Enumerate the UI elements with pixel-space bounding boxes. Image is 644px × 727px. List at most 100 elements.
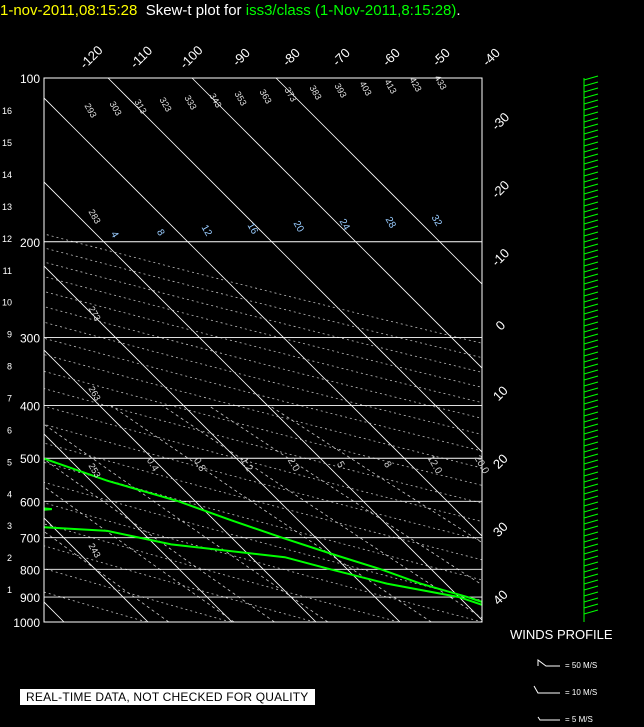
winds-profile-title: WINDS PROFILE [510, 627, 613, 642]
dry-adiabat-line [44, 233, 482, 344]
temp-tick-top: -120 [77, 43, 106, 72]
wind-barb [583, 111, 599, 117]
dry-adiabat-line [44, 568, 231, 622]
temp-tick-right: 40 [490, 587, 511, 608]
theta-label: 433 [433, 73, 449, 91]
temp-tick-right: -10 [488, 245, 512, 269]
mixing-ratio-line [44, 530, 170, 622]
dry-adiabat-line [44, 545, 315, 622]
wind-barb [583, 483, 599, 489]
wind-barb [583, 231, 599, 237]
wind-barb [583, 387, 599, 393]
wind-legend-glyph-50 [537, 659, 560, 667]
pressure-tick-label: 900 [20, 591, 40, 605]
wind-barb [583, 549, 599, 555]
title-prefix: Skew-t plot for [145, 2, 242, 19]
isotherm-line [44, 433, 233, 622]
quality-note: REAL-TIME DATA, NOT CHECKED FOR QUALITY [20, 689, 315, 705]
wind-barb [583, 423, 599, 429]
isotherm-line [44, 517, 149, 622]
wind-barb [583, 267, 599, 273]
wind-barb [583, 303, 599, 309]
wind-barb [583, 597, 599, 603]
dewpoint-line [44, 507, 482, 606]
pressure-tick-label: 1000 [13, 616, 40, 630]
wind-barb [583, 279, 599, 285]
wind-barb [583, 399, 599, 405]
wind-barb [583, 291, 599, 297]
wind-barb [583, 219, 599, 225]
wind-barb [583, 249, 599, 255]
wind-barb [583, 99, 599, 105]
temp-tick-top: -80 [279, 45, 303, 69]
temp-tick-top: -100 [177, 43, 206, 72]
isotherm-line [44, 265, 401, 622]
wind-legend-50: = 50 M/S [565, 661, 598, 670]
height-tick-label: 10 [2, 298, 12, 308]
dry-adiabat-line [44, 442, 482, 561]
mixing-ratio-line [208, 405, 482, 586]
wind-barb [583, 123, 599, 129]
wind-barb [583, 81, 599, 87]
title-station: iss3/class (1-Nov-2011,8:15:28) [245, 2, 457, 19]
wind-barb [583, 465, 599, 471]
wind-barb [583, 537, 599, 543]
wind-barb [583, 75, 599, 81]
temp-tick-top: -90 [229, 45, 253, 69]
temp-tick-right: 0 [492, 317, 508, 333]
temp-tick-right: -20 [488, 177, 512, 201]
wind-barb [583, 105, 599, 111]
temp-tick-top: -110 [127, 43, 155, 71]
isotherm-line [44, 349, 317, 622]
pressure-tick-label: 600 [20, 495, 40, 509]
wind-barb [583, 183, 599, 189]
wind-barb [583, 189, 599, 195]
mixing-ratio-label: 16 [245, 221, 260, 237]
wind-barb [583, 225, 599, 231]
wind-barb [583, 129, 599, 135]
wind-barb [583, 87, 599, 93]
wind-barb [583, 489, 599, 495]
height-tick-label: 1 [7, 585, 12, 595]
wind-barb [583, 585, 599, 591]
wind-barb [583, 93, 599, 99]
wind-barb [583, 159, 599, 165]
height-tick-label: 11 [3, 266, 12, 276]
mixing-ratio-line [44, 423, 329, 622]
wind-barb [583, 207, 599, 213]
wind-legend-10: = 10 M/S [565, 688, 598, 697]
theta-label: 383 [308, 83, 324, 101]
pressure-tick-label: 300 [20, 332, 40, 346]
wind-barb [583, 321, 599, 327]
wind-barb [583, 309, 599, 315]
dry-adiabat-line [44, 276, 482, 388]
theta-label: 323 [158, 95, 174, 113]
height-tick-label: 6 [7, 425, 12, 435]
temp-tick-right: 20 [490, 451, 511, 472]
temp-tick-top: -40 [479, 45, 503, 69]
wind-barb [583, 435, 599, 441]
wind-barb [583, 405, 599, 411]
wind-barb [583, 543, 599, 549]
dry-adiabat-line [44, 523, 399, 622]
mixing-ratio-label: 4 [108, 230, 121, 241]
wind-legend-5: = 5 M/S [565, 715, 593, 724]
theta-label: 373 [283, 85, 299, 103]
wind-barb [583, 135, 599, 141]
theta-label: 293 [83, 101, 99, 119]
theta-label: 393 [333, 81, 349, 99]
wind-barb [583, 471, 599, 477]
dry-adiabat-line [44, 423, 482, 541]
title-suffix: . [456, 2, 461, 19]
wind-barb [583, 147, 599, 153]
wind-barb [583, 153, 599, 159]
wind-barb [583, 519, 599, 525]
wind-barb [583, 567, 599, 573]
wind-barb [583, 165, 599, 171]
isotherm-line [275, 78, 482, 285]
wind-barb [583, 459, 599, 465]
wind-barb [583, 507, 599, 513]
wind-barb [583, 339, 599, 345]
isotherm-line [191, 78, 482, 369]
